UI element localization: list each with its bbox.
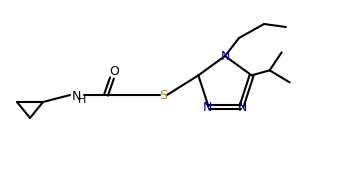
Text: N: N bbox=[220, 50, 230, 62]
Text: N: N bbox=[238, 101, 247, 114]
Text: N: N bbox=[71, 90, 81, 103]
Text: O: O bbox=[109, 64, 119, 78]
Text: H: H bbox=[78, 95, 86, 105]
Text: S: S bbox=[159, 88, 167, 101]
Text: N: N bbox=[203, 101, 212, 114]
